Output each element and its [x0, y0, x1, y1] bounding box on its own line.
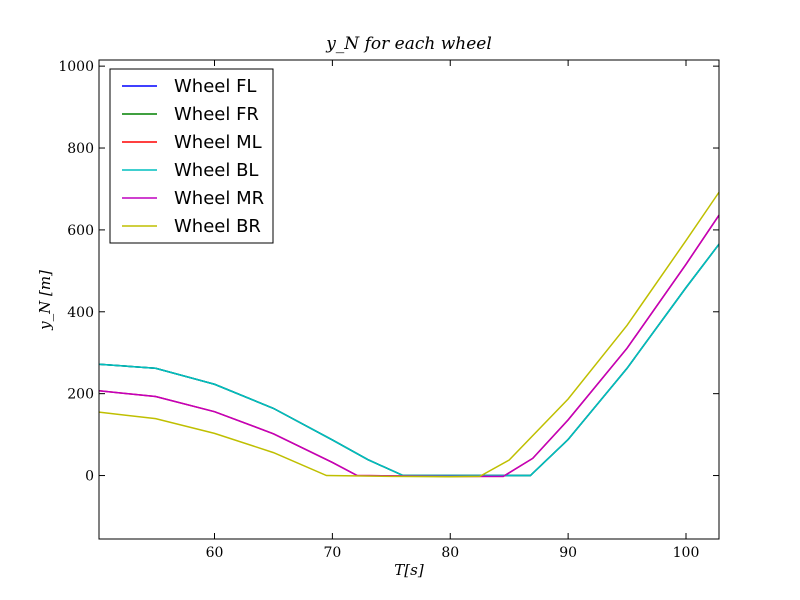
x-tick-label: 80: [441, 545, 459, 561]
y-tick-label: 0: [85, 469, 94, 485]
y-tick-label: 800: [67, 141, 94, 157]
legend-label: Wheel ML: [174, 132, 262, 153]
legend-label: Wheel BR: [174, 216, 261, 237]
chart-title: y_N for each wheel: [325, 34, 492, 54]
y-tick-label: 600: [67, 223, 94, 239]
axes-frame: [98, 59, 720, 540]
legend-items: Wheel FL Wheel FR Wheel ML Wheel BL Wheel MR…: [122, 76, 264, 237]
legend: Wheel FL Wheel FR Wheel ML Wheel BL Wheel MR…: [109, 68, 274, 244]
x-tick-label: 100: [673, 545, 700, 561]
series-line-wheel-br: [98, 191, 720, 478]
x-axis-title: T[s]: [394, 561, 424, 579]
y-tick-label: 200: [67, 387, 94, 403]
x-tick-label: 90: [559, 545, 577, 561]
y-tick-label: 400: [67, 305, 94, 321]
x-tick-label: 70: [323, 545, 341, 561]
legend-box: [109, 68, 274, 244]
y-tick-label: 1000: [58, 59, 94, 75]
legend-label: Wheel FL: [174, 76, 256, 97]
legend-label: Wheel BL: [174, 160, 258, 181]
legend-label: Wheel FR: [174, 104, 259, 125]
x-axis-ticks: 60 70 80 90 100: [206, 60, 700, 561]
series-lines: [98, 191, 720, 478]
x-tick-label: 60: [206, 545, 224, 561]
legend-label: Wheel MR: [174, 188, 264, 209]
y-axis-ticks: 0 200 400 600 800 1000: [58, 59, 719, 485]
y-axis-title: y_N [m]: [36, 270, 54, 331]
